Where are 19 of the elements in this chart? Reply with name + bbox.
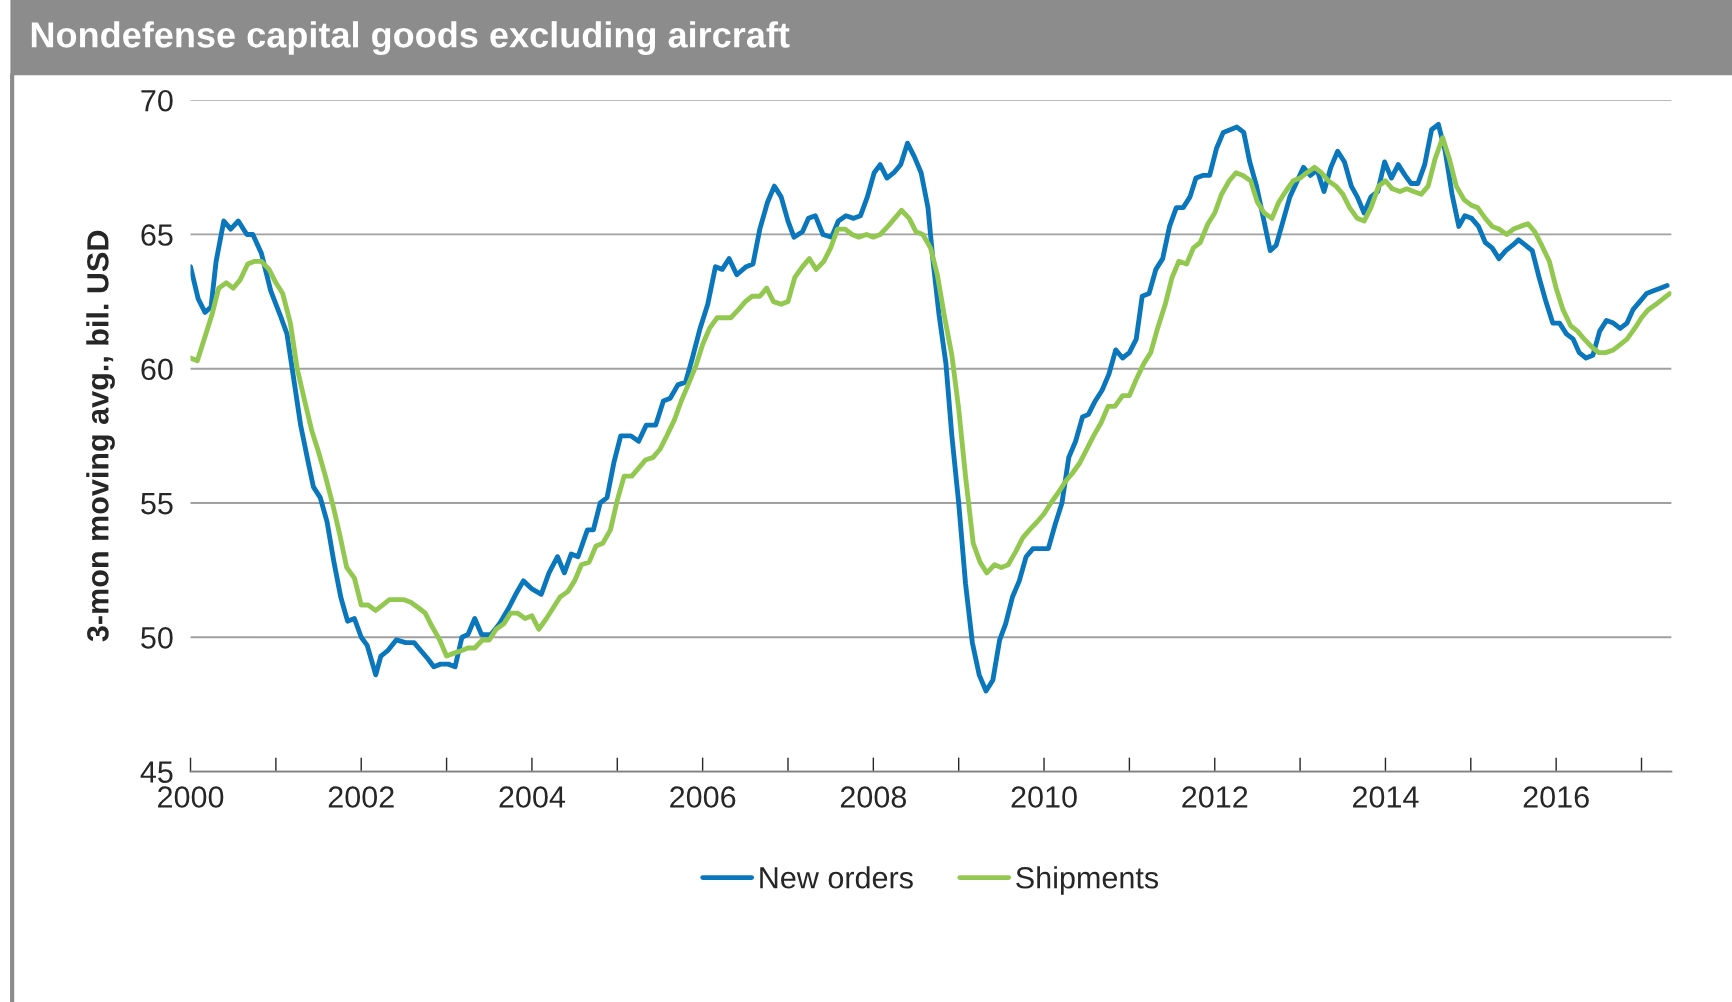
y-axis-title: 3-mon moving avg., bil. USD (86, 230, 115, 642)
x-tick-label: 2006 (670, 786, 736, 808)
y-tick-label: 70 (141, 89, 173, 112)
x-tick-label: 2014 (1353, 786, 1419, 808)
x-tick-label: 2012 (1182, 786, 1248, 808)
y-tick-label: 60 (141, 358, 173, 381)
y-tick-label: 55 (141, 493, 173, 515)
y-tick-label: 45 (140, 761, 173, 783)
y-tick-label: 50 (141, 627, 173, 649)
x-tick-label: 2004 (499, 786, 566, 808)
x-tick-label: 2016 (1523, 786, 1589, 808)
chart-title: Nondefense capital goods excluding aircraft (31, 21, 790, 55)
x-tick-label: 2010 (1011, 786, 1077, 808)
legend-label: New orders (760, 866, 913, 889)
y-tick-label: 65 (141, 224, 173, 246)
x-tick-label: 2000 (158, 786, 224, 808)
legend-label: Shipments (1016, 866, 1159, 895)
x-tick-label: 2002 (328, 786, 394, 808)
x-tick-label: 2008 (840, 786, 906, 808)
